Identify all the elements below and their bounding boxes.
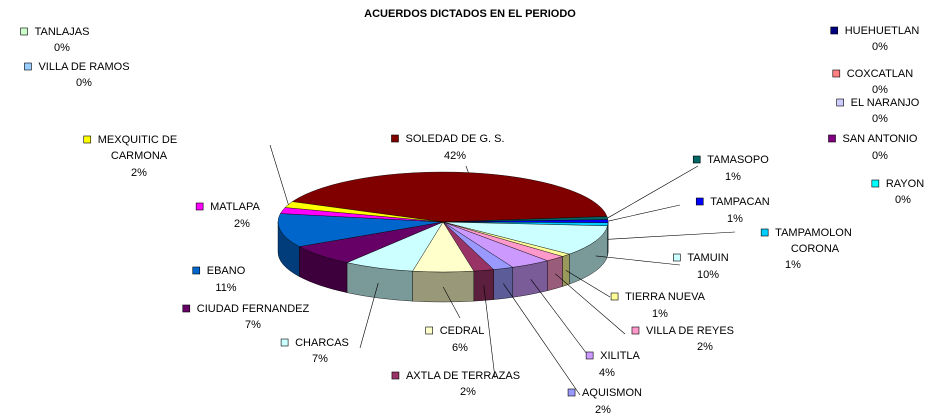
value-label: 2%	[697, 341, 713, 353]
value-label: 10%	[697, 269, 719, 281]
slice-label: TAMPAMOLON CORONA	[775, 227, 855, 255]
label-swatch	[871, 179, 880, 188]
label-swatch	[192, 266, 201, 275]
slice-label: COXCATLAN	[847, 68, 913, 80]
value-label: 0%	[872, 150, 888, 162]
value-label: 0%	[872, 84, 888, 96]
label-swatch	[24, 62, 32, 71]
slice-label: EL NARANJO	[851, 97, 920, 109]
label-swatch	[836, 98, 844, 107]
leader-line	[595, 255, 681, 266]
label-swatch	[828, 134, 836, 143]
leader-line	[483, 285, 496, 379]
value-label: 6%	[452, 342, 468, 354]
label-line: TAMPAMOLON	[775, 227, 855, 239]
value-label: 7%	[245, 319, 261, 331]
leader-line	[359, 282, 379, 349]
value-label: 0%	[872, 113, 888, 125]
value-label: 4%	[599, 367, 615, 379]
value-label: 1%	[652, 308, 668, 320]
slice-label: HUEHUETLAN	[845, 25, 920, 37]
label-line: CORONA	[791, 243, 840, 255]
label-swatch	[83, 135, 92, 144]
slice-label: CHARCAS	[295, 337, 349, 349]
value-label: 1%	[785, 259, 801, 271]
slice-label: XILITLA	[600, 350, 640, 362]
value-label: 1%	[727, 213, 743, 225]
leader-line	[269, 144, 289, 205]
leader-line	[607, 165, 699, 219]
leader-line	[503, 283, 581, 396]
pie-side	[473, 269, 494, 302]
leader-line	[554, 273, 626, 335]
label-swatch	[425, 326, 433, 335]
label-swatch	[695, 197, 704, 206]
value-label: 0%	[76, 77, 92, 89]
slice-label: VILLA DE RAMOS	[38, 61, 129, 73]
value-label: 2%	[131, 167, 147, 179]
label-swatch	[631, 326, 640, 335]
slice-label: SAN ANTONIO	[843, 133, 918, 145]
leader-line	[607, 204, 681, 222]
pie-slice	[442, 221, 608, 255]
label-swatch	[391, 371, 400, 380]
slice-label: TAMUIN	[687, 252, 728, 264]
pie-slice	[291, 171, 608, 223]
pie-sides	[277, 221, 609, 303]
leader-line	[465, 165, 469, 173]
value-label: 11%	[215, 282, 236, 294]
pie-side	[493, 267, 513, 300]
slice-label: TAMASOPO	[707, 154, 769, 166]
slice-label: TAMPACAN	[710, 196, 770, 208]
pie-slice	[277, 213, 444, 247]
value-label: 2%	[460, 386, 476, 398]
value-label: 7%	[312, 353, 328, 365]
label-swatch	[830, 26, 839, 35]
slice-label: EBANO	[207, 265, 246, 277]
label-swatch	[182, 304, 191, 313]
slice-label: TIERRA NUEVA	[625, 291, 706, 303]
slice-label: MEXQUITIC DE CARMONA	[98, 134, 181, 162]
leader-line	[442, 286, 461, 319]
label-swatch	[673, 253, 681, 262]
pie-side	[547, 256, 563, 291]
slice-label: AXTLA DE TERRAZAS	[406, 370, 520, 382]
pie-side	[562, 253, 570, 287]
label-swatch	[585, 351, 594, 360]
value-label: 2%	[234, 218, 250, 230]
value-label: 42%	[444, 150, 466, 162]
label-swatch	[760, 228, 769, 237]
leader-line	[607, 231, 736, 240]
label-swatch	[391, 134, 399, 143]
label-swatch	[20, 27, 28, 36]
chart-title: ACUERDOS DICTADOS EN EL PERIODO	[364, 8, 576, 20]
label-swatch	[832, 69, 841, 78]
value-label: 0%	[872, 41, 888, 53]
slice-label: TANLAJAS	[35, 26, 90, 38]
slice-label: MATLAPA	[210, 201, 260, 213]
label-swatch	[195, 202, 204, 211]
pie-tops	[277, 171, 609, 273]
leader-line	[565, 270, 611, 298]
label-swatch	[610, 292, 619, 301]
label-swatch	[692, 155, 701, 164]
label-swatch	[280, 338, 289, 347]
slice-label: RAYON	[886, 178, 924, 190]
slice-label: AQUISMON	[582, 387, 642, 399]
slice-label: SOLEDAD DE G. S.	[405, 133, 504, 145]
pie-side	[412, 270, 474, 303]
slice-label: CIUDAD FERNANDEZ	[197, 303, 310, 315]
label-line: CARMONA	[111, 150, 168, 162]
label-swatch	[567, 388, 576, 397]
slice-label: CEDRAL	[440, 325, 485, 337]
label-line: MEXQUITIC DE	[98, 134, 181, 146]
slice-label: VILLA DE REYES	[646, 325, 734, 337]
value-label: 0%	[895, 194, 911, 206]
pie-slice	[284, 201, 444, 223]
value-label: 0%	[54, 42, 70, 54]
value-label: 1%	[725, 171, 741, 183]
leader-line	[530, 279, 591, 359]
value-label: 2%	[595, 404, 611, 416]
